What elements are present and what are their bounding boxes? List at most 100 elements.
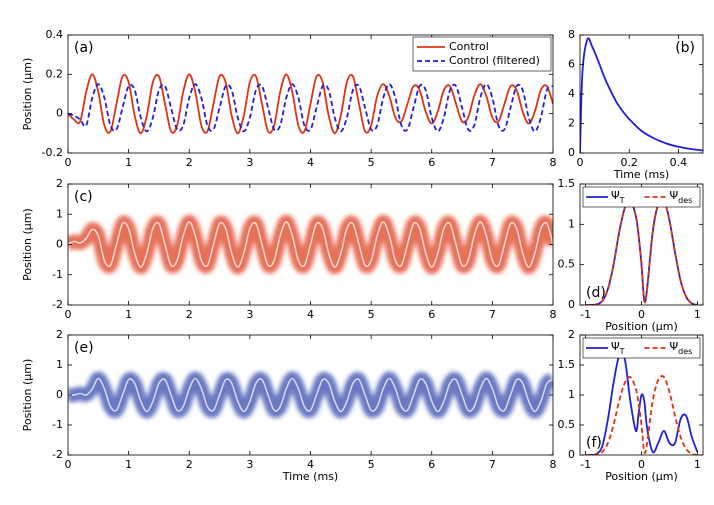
- y-axis-label: Position (μm): [21, 359, 34, 432]
- y-tick-label: 1.5: [558, 358, 576, 371]
- panel-label: (a): [74, 40, 94, 56]
- x-tick-label: 0: [65, 156, 72, 169]
- x-tick-label: 0: [638, 308, 645, 321]
- y-tick-label: 2: [56, 328, 63, 341]
- x-tick-label: -1: [580, 458, 591, 471]
- legend-label: ΨT: [611, 189, 625, 205]
- y-tick-label: 4: [568, 87, 575, 100]
- density-band: [68, 371, 553, 419]
- y-tick-label: 0: [56, 238, 63, 251]
- x-tick-label: -1: [580, 308, 591, 321]
- x-tick-label: 5: [368, 156, 375, 169]
- x-tick-label: 1: [125, 308, 132, 321]
- y-tick-label: 2: [568, 328, 575, 341]
- y-tick-label: 0: [568, 298, 575, 311]
- y-tick-label: 0: [56, 107, 63, 120]
- x-tick-label: 2: [186, 458, 193, 471]
- y-tick-label: -2: [52, 298, 63, 311]
- plot-area: [68, 214, 553, 275]
- legend-label: ΨT: [611, 340, 625, 356]
- plot-area: [580, 37, 703, 153]
- panel-label: (f): [586, 435, 602, 451]
- legend-box: [412, 36, 552, 72]
- y-tick-label: 1: [56, 207, 63, 220]
- x-tick-label: 0: [65, 458, 72, 471]
- y-tick-label: -2: [52, 448, 63, 461]
- plot-area: [68, 73, 553, 135]
- y-tick-label: 1: [568, 217, 575, 230]
- x-axis-label: Position (μm): [605, 470, 678, 483]
- line-series: [585, 197, 698, 305]
- panel-label: (c): [74, 189, 93, 205]
- y-tick-label: 1: [568, 388, 575, 401]
- x-tick-label: 8: [550, 156, 557, 169]
- x-axis-label: Time (ms): [613, 168, 669, 181]
- legend-label: Ψdes: [670, 189, 693, 205]
- panel: -1 0 1 0 0.5 1 1.5 2 Position (μm) (f) ΨT Ψdes: [558, 328, 704, 483]
- y-tick-label: 0.5: [558, 258, 576, 271]
- x-tick-label: 6: [428, 156, 435, 169]
- x-tick-label: 5: [368, 458, 375, 471]
- plot-area: [68, 371, 553, 419]
- panel-label: (b): [675, 40, 695, 56]
- line-series: [68, 83, 553, 133]
- line-series: [68, 73, 553, 135]
- y-tick-label: 1.5: [558, 177, 576, 190]
- line-series: [585, 375, 698, 455]
- legend-box: [582, 186, 701, 208]
- x-tick-label: 7: [489, 458, 496, 471]
- panel: -1 0 1 0 0.5 1 1.5 Position (μm) (d) ΨT Ψdes: [558, 177, 704, 333]
- y-tick-label: -1: [52, 418, 63, 431]
- density-core: [68, 221, 553, 268]
- x-tick-label: 3: [246, 308, 253, 321]
- x-tick-label: 8: [550, 308, 557, 321]
- x-tick-label: 1: [125, 458, 132, 471]
- x-tick-label: 5: [368, 308, 375, 321]
- y-tick-label: 0: [568, 448, 575, 461]
- y-tick-label: 0.5: [558, 418, 576, 431]
- panel: 0 1 2 3 4 5 6 7 8 -2 -1 0 1 2 Time (ms) Position (μm) (e…: [21, 328, 557, 483]
- legend-label: Control: [449, 40, 489, 53]
- y-tick-label: 6: [568, 58, 575, 71]
- x-tick-label: 4: [307, 308, 314, 321]
- x-tick-label: 2: [186, 308, 193, 321]
- legend-label: Ψdes: [670, 340, 693, 356]
- x-tick-label: 6: [428, 308, 435, 321]
- plot-area: [585, 352, 699, 455]
- density-core: [68, 377, 553, 413]
- line-series: [580, 37, 703, 153]
- x-tick-label: 3: [246, 156, 253, 169]
- legend-box: [582, 337, 701, 359]
- panel-label: (d): [586, 285, 606, 301]
- x-axis-label: Position (μm): [605, 320, 678, 333]
- y-tick-label: 0.4: [46, 28, 64, 41]
- x-tick-label: 6: [428, 458, 435, 471]
- x-tick-label: 2: [186, 156, 193, 169]
- panel: 0 1 2 3 4 5 6 7 8 -2 -1 0 1 2 Position (μm) (c): [21, 177, 557, 321]
- y-tick-label: 0.2: [46, 67, 64, 80]
- x-tick-label: 1: [694, 308, 701, 321]
- x-tick-label: 4: [307, 156, 314, 169]
- x-tick-label: 7: [489, 156, 496, 169]
- x-tick-label: 0.2: [620, 156, 638, 169]
- x-tick-label: 0.4: [670, 156, 688, 169]
- y-axis-label: Position (μm): [21, 58, 34, 131]
- x-tick-label: 4: [307, 458, 314, 471]
- x-tick-label: 7: [489, 308, 496, 321]
- y-tick-label: 0: [568, 146, 575, 159]
- x-tick-label: 1: [694, 458, 701, 471]
- y-axis-label: Position (μm): [21, 208, 34, 281]
- legend-label: Control (filtered): [449, 54, 540, 67]
- x-tick-label: 3: [246, 458, 253, 471]
- x-tick-label: 0: [577, 156, 584, 169]
- plot-area: [585, 197, 698, 305]
- y-tick-label: -1: [52, 268, 63, 281]
- panel-label: (e): [74, 340, 94, 356]
- y-tick-label: 0: [56, 388, 63, 401]
- x-tick-label: 0: [638, 458, 645, 471]
- y-tick-label: 8: [568, 28, 575, 41]
- line-series: [585, 352, 699, 455]
- x-tick-label: 1: [125, 156, 132, 169]
